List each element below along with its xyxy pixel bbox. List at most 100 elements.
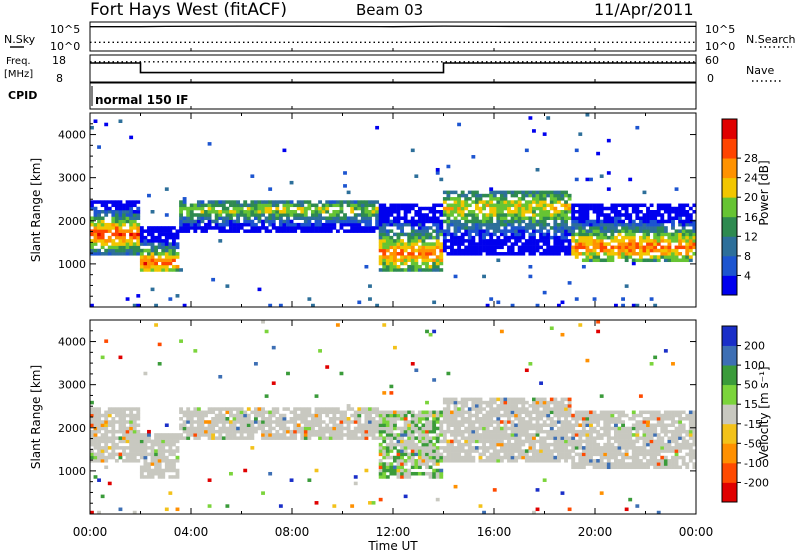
data-cell (667, 429, 672, 434)
data-cell (492, 407, 497, 411)
data-cell (311, 413, 315, 418)
data-cell (400, 268, 404, 272)
data-cell (125, 213, 130, 217)
data-cell (407, 436, 412, 440)
y-tick-label: 4000 (58, 129, 86, 142)
data-cell (189, 429, 194, 434)
data-cell (439, 439, 444, 444)
data-cell (410, 455, 415, 460)
data-cell (614, 436, 618, 440)
data-cell (421, 222, 426, 227)
data-cell (229, 200, 233, 204)
data-cell (496, 219, 501, 224)
data-cell (157, 232, 162, 237)
data-cell (393, 459, 397, 463)
data-cell (517, 449, 522, 453)
data-cell (535, 459, 540, 463)
data-cell (642, 222, 647, 227)
data-cell (421, 417, 426, 421)
data-cell (114, 219, 119, 224)
data-cell (435, 410, 440, 415)
data-cell (339, 200, 344, 204)
data-cell (585, 429, 590, 434)
data-cell (663, 229, 668, 233)
data-cell (286, 407, 290, 411)
freq-tick-bottom: 8 (56, 72, 63, 85)
data-cell (111, 433, 116, 437)
data-cell (396, 242, 401, 246)
data-cell (432, 452, 437, 457)
data-cell (688, 459, 693, 463)
data-cell (556, 210, 561, 214)
data-cell (132, 303, 137, 308)
data-cell (567, 232, 572, 237)
data-cell (236, 229, 241, 233)
data-cell (453, 455, 458, 460)
data-cell (396, 252, 401, 256)
data-cell (549, 433, 554, 437)
data-cell (453, 400, 458, 405)
data-cell (314, 203, 319, 208)
data-cell (496, 417, 501, 421)
data-cell (556, 216, 561, 220)
data-cell (114, 213, 119, 217)
data-cell (464, 429, 469, 434)
data-cell (164, 433, 169, 437)
data-cell (603, 213, 608, 217)
data-cell (681, 446, 686, 450)
data-cell (428, 426, 433, 431)
data-cell (528, 245, 533, 250)
data-cell (653, 426, 658, 431)
data-cell (485, 226, 490, 230)
data-cell (646, 248, 650, 253)
data-cell (93, 420, 98, 424)
data-cell (175, 439, 180, 444)
data-cell (300, 206, 305, 211)
data-cell (656, 222, 661, 227)
data-cell (660, 255, 665, 259)
data-cell (571, 439, 576, 444)
data-cell (507, 439, 511, 444)
data-cell (478, 439, 483, 444)
data-cell (514, 193, 519, 198)
data-cell (585, 206, 590, 211)
data-cell (275, 420, 280, 424)
data-cell (656, 206, 661, 211)
data-cell (628, 245, 633, 250)
data-cell (271, 433, 276, 437)
data-cell (646, 235, 650, 240)
data-cell (592, 255, 597, 259)
data-cell (532, 235, 536, 240)
data-cell (335, 203, 340, 208)
data-cell (393, 203, 397, 208)
data-cell (553, 420, 558, 424)
data-cell (250, 174, 255, 178)
data-cell (542, 397, 547, 402)
data-cell (282, 200, 287, 204)
data-cell (293, 203, 298, 208)
data-cell (439, 426, 444, 431)
data-cell (118, 429, 123, 434)
colorbar-tick-label: 100 (744, 359, 765, 372)
data-cell (425, 255, 429, 259)
data-cell (638, 229, 643, 233)
data-cell (218, 226, 223, 230)
data-cell (678, 206, 683, 211)
data-cell (171, 268, 176, 272)
data-cell (154, 245, 159, 250)
data-cell (532, 423, 536, 427)
data-cell (585, 433, 590, 437)
data-cell (496, 433, 501, 437)
data-cell (157, 235, 162, 240)
data-cell (460, 446, 465, 450)
data-cell (400, 206, 404, 211)
data-cell (457, 222, 462, 227)
data-cell (674, 206, 679, 211)
data-cell (253, 413, 258, 418)
data-cell (335, 426, 340, 431)
data-cell (286, 229, 290, 233)
data-cell (385, 429, 390, 434)
data-cell (574, 413, 579, 418)
data-cell (389, 417, 394, 421)
data-cell (161, 475, 166, 479)
